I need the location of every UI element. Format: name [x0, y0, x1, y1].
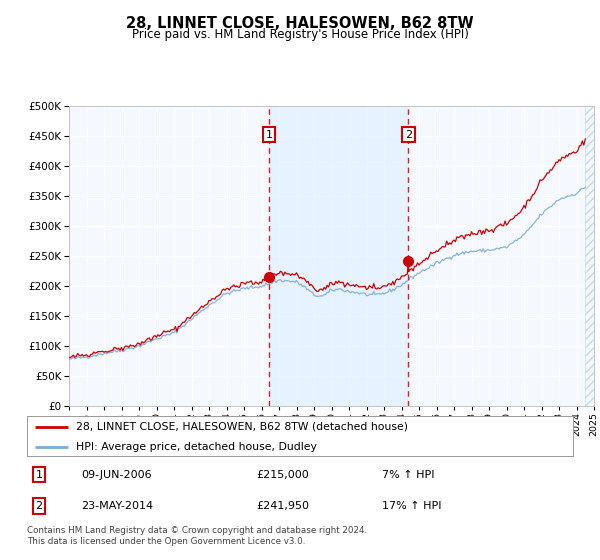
Text: 2: 2 [35, 501, 43, 511]
Text: 23-MAY-2014: 23-MAY-2014 [82, 501, 154, 511]
Text: 1: 1 [266, 129, 273, 139]
Text: 09-JUN-2006: 09-JUN-2006 [82, 470, 152, 480]
Text: 2: 2 [405, 129, 412, 139]
Text: 1: 1 [35, 470, 43, 480]
Text: 28, LINNET CLOSE, HALESOWEN, B62 8TW (detached house): 28, LINNET CLOSE, HALESOWEN, B62 8TW (de… [76, 422, 408, 432]
Text: 17% ↑ HPI: 17% ↑ HPI [382, 501, 442, 511]
Text: 28, LINNET CLOSE, HALESOWEN, B62 8TW: 28, LINNET CLOSE, HALESOWEN, B62 8TW [126, 16, 474, 31]
Text: Contains HM Land Registry data © Crown copyright and database right 2024.
This d: Contains HM Land Registry data © Crown c… [27, 526, 367, 546]
Text: HPI: Average price, detached house, Dudley: HPI: Average price, detached house, Dudl… [76, 442, 317, 452]
Text: 7% ↑ HPI: 7% ↑ HPI [382, 470, 434, 480]
Text: Price paid vs. HM Land Registry's House Price Index (HPI): Price paid vs. HM Land Registry's House … [131, 28, 469, 41]
Text: £215,000: £215,000 [256, 470, 309, 480]
Text: £241,950: £241,950 [256, 501, 310, 511]
